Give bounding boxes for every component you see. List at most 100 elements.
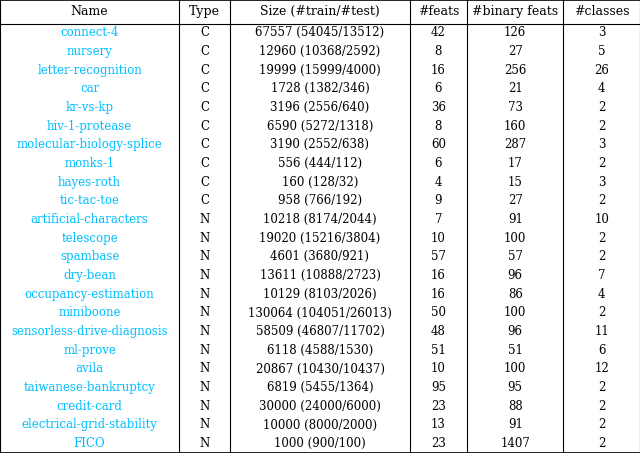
Text: N: N bbox=[200, 381, 210, 394]
Text: #feats: #feats bbox=[418, 5, 459, 18]
Text: 20867 (10430/10437): 20867 (10430/10437) bbox=[255, 362, 385, 376]
Text: C: C bbox=[200, 176, 209, 189]
Text: 2: 2 bbox=[598, 307, 605, 319]
Text: N: N bbox=[200, 232, 210, 245]
Text: Size (#train/#test): Size (#train/#test) bbox=[260, 5, 380, 18]
Text: 51: 51 bbox=[508, 344, 523, 357]
Text: 7: 7 bbox=[598, 269, 605, 282]
Text: 556 (444/112): 556 (444/112) bbox=[278, 157, 362, 170]
Text: 16: 16 bbox=[431, 288, 446, 301]
Text: occupancy-estimation: occupancy-estimation bbox=[25, 288, 154, 301]
Text: 10129 (8103/2026): 10129 (8103/2026) bbox=[263, 288, 377, 301]
Text: hiv-1-protease: hiv-1-protease bbox=[47, 120, 132, 133]
Text: car: car bbox=[80, 82, 99, 96]
Text: 91: 91 bbox=[508, 213, 523, 226]
Text: nursery: nursery bbox=[67, 45, 113, 58]
Text: 73: 73 bbox=[508, 101, 523, 114]
Text: telescope: telescope bbox=[61, 232, 118, 245]
Text: connect-4: connect-4 bbox=[60, 26, 119, 39]
Text: 67557 (54045/13512): 67557 (54045/13512) bbox=[255, 26, 385, 39]
Text: 6590 (5272/1318): 6590 (5272/1318) bbox=[267, 120, 373, 133]
Text: 23: 23 bbox=[431, 400, 446, 413]
Text: 27: 27 bbox=[508, 194, 523, 207]
Text: 58509 (46807/11702): 58509 (46807/11702) bbox=[255, 325, 385, 338]
Text: 27: 27 bbox=[508, 45, 523, 58]
Text: 2: 2 bbox=[598, 232, 605, 245]
Text: 30000 (24000/6000): 30000 (24000/6000) bbox=[259, 400, 381, 413]
Text: 96: 96 bbox=[508, 325, 523, 338]
Text: 100: 100 bbox=[504, 307, 526, 319]
Text: 10: 10 bbox=[594, 213, 609, 226]
Text: #binary feats: #binary feats bbox=[472, 5, 558, 18]
Text: N: N bbox=[200, 269, 210, 282]
Text: 3196 (2556/640): 3196 (2556/640) bbox=[270, 101, 370, 114]
Text: avila: avila bbox=[76, 362, 104, 376]
Text: 4: 4 bbox=[598, 288, 605, 301]
Text: 19999 (15999/4000): 19999 (15999/4000) bbox=[259, 64, 381, 77]
Text: 9: 9 bbox=[435, 194, 442, 207]
Text: C: C bbox=[200, 82, 209, 96]
Text: 6118 (4588/1530): 6118 (4588/1530) bbox=[267, 344, 373, 357]
Text: ml-prove: ml-prove bbox=[63, 344, 116, 357]
Text: 2: 2 bbox=[598, 381, 605, 394]
Text: C: C bbox=[200, 64, 209, 77]
Text: Name: Name bbox=[71, 5, 108, 18]
Text: 3: 3 bbox=[598, 139, 605, 151]
Text: 5: 5 bbox=[598, 45, 605, 58]
Text: 8: 8 bbox=[435, 120, 442, 133]
Text: 6819 (5455/1364): 6819 (5455/1364) bbox=[267, 381, 373, 394]
Text: 160: 160 bbox=[504, 120, 526, 133]
Text: N: N bbox=[200, 213, 210, 226]
Text: #classes: #classes bbox=[574, 5, 629, 18]
Text: 4601 (3680/921): 4601 (3680/921) bbox=[271, 251, 369, 264]
Text: taiwanese-bankruptcy: taiwanese-bankruptcy bbox=[24, 381, 156, 394]
Text: 2: 2 bbox=[598, 419, 605, 432]
Text: C: C bbox=[200, 26, 209, 39]
Text: 4: 4 bbox=[435, 176, 442, 189]
Text: 26: 26 bbox=[594, 64, 609, 77]
Text: 6: 6 bbox=[435, 157, 442, 170]
Text: N: N bbox=[200, 419, 210, 432]
Text: 7: 7 bbox=[435, 213, 442, 226]
Text: 95: 95 bbox=[431, 381, 446, 394]
Text: 100: 100 bbox=[504, 362, 526, 376]
Text: artificial-characters: artificial-characters bbox=[31, 213, 148, 226]
Text: 4: 4 bbox=[598, 82, 605, 96]
Text: N: N bbox=[200, 362, 210, 376]
Text: 51: 51 bbox=[431, 344, 446, 357]
Text: 287: 287 bbox=[504, 139, 526, 151]
Text: 10000 (8000/2000): 10000 (8000/2000) bbox=[263, 419, 377, 432]
Text: 1407: 1407 bbox=[500, 437, 530, 450]
Text: 19020 (15216/3804): 19020 (15216/3804) bbox=[259, 232, 381, 245]
Text: hayes-roth: hayes-roth bbox=[58, 176, 121, 189]
Text: C: C bbox=[200, 139, 209, 151]
Text: 2: 2 bbox=[598, 101, 605, 114]
Text: 23: 23 bbox=[431, 437, 446, 450]
Text: electrical-grid-stability: electrical-grid-stability bbox=[22, 419, 157, 432]
Text: 10: 10 bbox=[431, 232, 446, 245]
Text: 50: 50 bbox=[431, 307, 446, 319]
Text: molecular-biology-splice: molecular-biology-splice bbox=[17, 139, 163, 151]
Text: 2: 2 bbox=[598, 194, 605, 207]
Text: N: N bbox=[200, 307, 210, 319]
Text: N: N bbox=[200, 251, 210, 264]
Text: 8: 8 bbox=[435, 45, 442, 58]
Text: Type: Type bbox=[189, 5, 220, 18]
Text: 1000 (900/100): 1000 (900/100) bbox=[274, 437, 366, 450]
Text: 2: 2 bbox=[598, 400, 605, 413]
Text: 86: 86 bbox=[508, 288, 523, 301]
Text: 95: 95 bbox=[508, 381, 523, 394]
Text: monks-1: monks-1 bbox=[65, 157, 115, 170]
Text: 42: 42 bbox=[431, 26, 446, 39]
Text: 2: 2 bbox=[598, 157, 605, 170]
Text: 15: 15 bbox=[508, 176, 523, 189]
Text: FICO: FICO bbox=[74, 437, 106, 450]
Text: 88: 88 bbox=[508, 400, 523, 413]
Text: 958 (766/192): 958 (766/192) bbox=[278, 194, 362, 207]
Text: 13: 13 bbox=[431, 419, 446, 432]
Text: 256: 256 bbox=[504, 64, 526, 77]
Text: 11: 11 bbox=[594, 325, 609, 338]
Text: 100: 100 bbox=[504, 232, 526, 245]
Text: 3: 3 bbox=[598, 26, 605, 39]
Text: C: C bbox=[200, 120, 209, 133]
